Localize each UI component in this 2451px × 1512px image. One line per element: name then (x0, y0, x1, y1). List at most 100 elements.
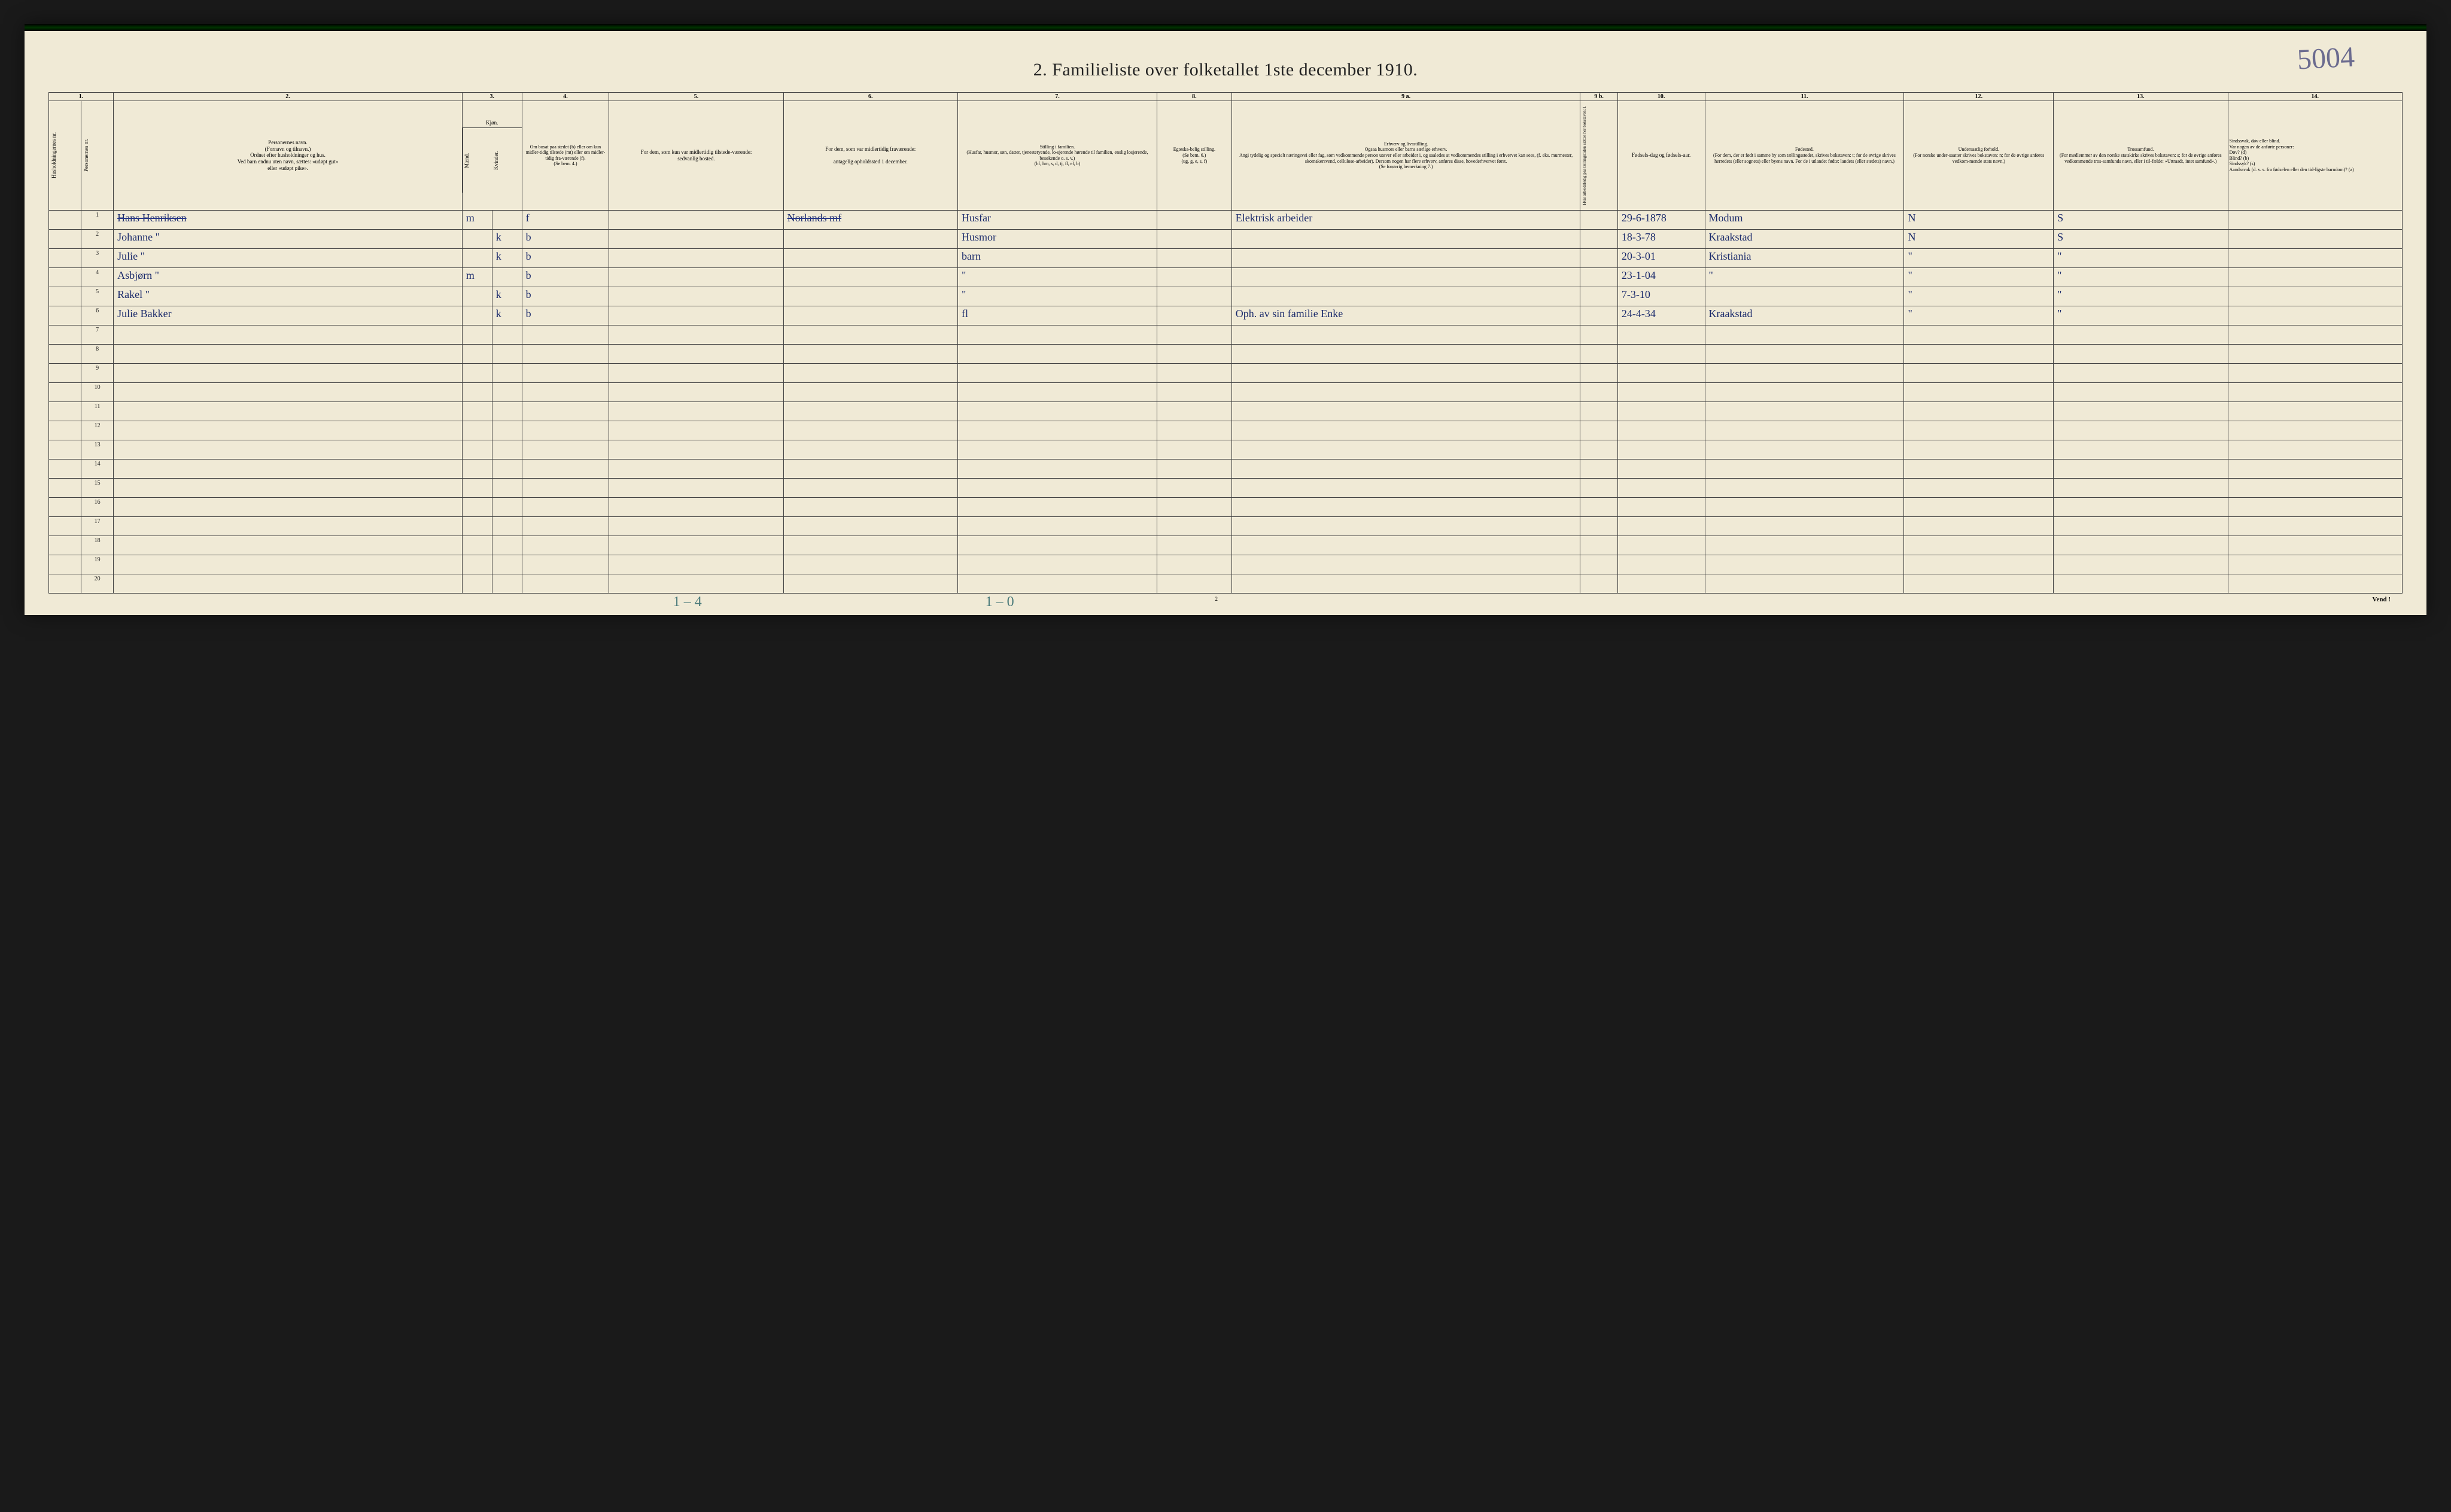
cell: 2 (81, 229, 114, 248)
cell (1904, 382, 2054, 401)
cell (462, 478, 492, 497)
cell (492, 459, 522, 478)
cell (48, 497, 81, 516)
cell (957, 344, 1157, 363)
cell (522, 478, 609, 497)
cell (783, 516, 957, 536)
cell (1705, 421, 1904, 440)
cell (1617, 497, 1705, 516)
cell (957, 325, 1157, 344)
hdr-13: Trossamfund. (For medlemmer av den norsk… (2054, 101, 2228, 211)
cell (492, 536, 522, 555)
cell (48, 536, 81, 555)
cell (609, 440, 783, 459)
cell (492, 440, 522, 459)
cell: k (492, 287, 522, 306)
cell (114, 516, 463, 536)
cell (1157, 440, 1231, 459)
cell (2054, 440, 2228, 459)
cell (48, 440, 81, 459)
cell (609, 363, 783, 382)
cell (2054, 478, 2228, 497)
cell: Kristiania (1705, 248, 1904, 267)
cell (522, 516, 609, 536)
cell (522, 574, 609, 593)
cell (1231, 363, 1580, 382)
cell (1705, 401, 1904, 421)
cell (1157, 459, 1231, 478)
cell (48, 229, 81, 248)
cell (1231, 459, 1580, 478)
cell (1617, 536, 1705, 555)
cell (462, 574, 492, 593)
cell (48, 574, 81, 593)
cell (609, 267, 783, 287)
cell (114, 497, 463, 516)
cell (1157, 325, 1231, 344)
cell (522, 421, 609, 440)
hdr-12: Undersaatlig forhold. (For norske under-… (1904, 101, 2054, 211)
cell (783, 421, 957, 440)
cell: 15 (81, 478, 114, 497)
cell (957, 536, 1157, 555)
cell (957, 440, 1157, 459)
cell: 8 (81, 344, 114, 363)
cell (1617, 459, 1705, 478)
cell (48, 555, 81, 574)
cell (1231, 497, 1580, 516)
cell (1231, 248, 1580, 267)
cell (522, 459, 609, 478)
cell (1705, 382, 1904, 401)
cell (1157, 210, 1231, 229)
cell (1705, 555, 1904, 574)
census-page: 5004 2. Familieliste over folketallet 1s… (25, 24, 2426, 615)
cell (492, 421, 522, 440)
cell: 12 (81, 421, 114, 440)
page-scribble: 5004 (2297, 41, 2356, 77)
cell (1231, 536, 1580, 555)
cell: b (522, 287, 609, 306)
cell (783, 459, 957, 478)
cell: Norlands mf (783, 210, 957, 229)
table-row: 3Julie "kbbarn20-3-01Kristiania"" (48, 248, 2402, 267)
cell (462, 459, 492, 478)
cell (609, 574, 783, 593)
cell (1904, 574, 2054, 593)
table-row: 9 (48, 363, 2402, 382)
cell: m (462, 210, 492, 229)
cell: 9 (81, 363, 114, 382)
cell (783, 382, 957, 401)
cell: 7-3-10 (1617, 287, 1705, 306)
table-row: 14 (48, 459, 2402, 478)
colnum-5: 5. (609, 93, 783, 101)
colnum-11: 11. (1705, 93, 1904, 101)
cell (2228, 516, 2403, 536)
hdr-3-label: Kjøn. (463, 118, 522, 128)
cell (2228, 536, 2403, 555)
cell (783, 440, 957, 459)
cell: Oph. av sin familie Enke (1231, 306, 1580, 325)
table-row: 11 (48, 401, 2402, 421)
cell (1904, 440, 2054, 459)
cell (522, 497, 609, 516)
hdr-9b-label: Hvis arbeidsledig paa tællingstiden sætt… (1582, 104, 1588, 208)
hdr-1a: Husholdningernes nr. (48, 101, 81, 211)
cell (1231, 440, 1580, 459)
cell (1904, 363, 2054, 382)
colnum-2: 2. (114, 93, 463, 101)
cell (114, 382, 463, 401)
cell (492, 344, 522, 363)
cell: " (2054, 267, 2228, 287)
cell (1231, 421, 1580, 440)
cell: 18 (81, 536, 114, 555)
cell (1904, 325, 2054, 344)
cell (48, 382, 81, 401)
cell (1231, 555, 1580, 574)
hdr-3: Kjøn. Mænd. Kvinder. (462, 101, 522, 211)
cell: 1 (81, 210, 114, 229)
cell: Hans Henriksen (114, 210, 463, 229)
cell: f (522, 210, 609, 229)
hdr-9b: Hvis arbeidsledig paa tællingstiden sætt… (1580, 101, 1617, 211)
table-row: 12 (48, 421, 2402, 440)
cell: 17 (81, 516, 114, 536)
